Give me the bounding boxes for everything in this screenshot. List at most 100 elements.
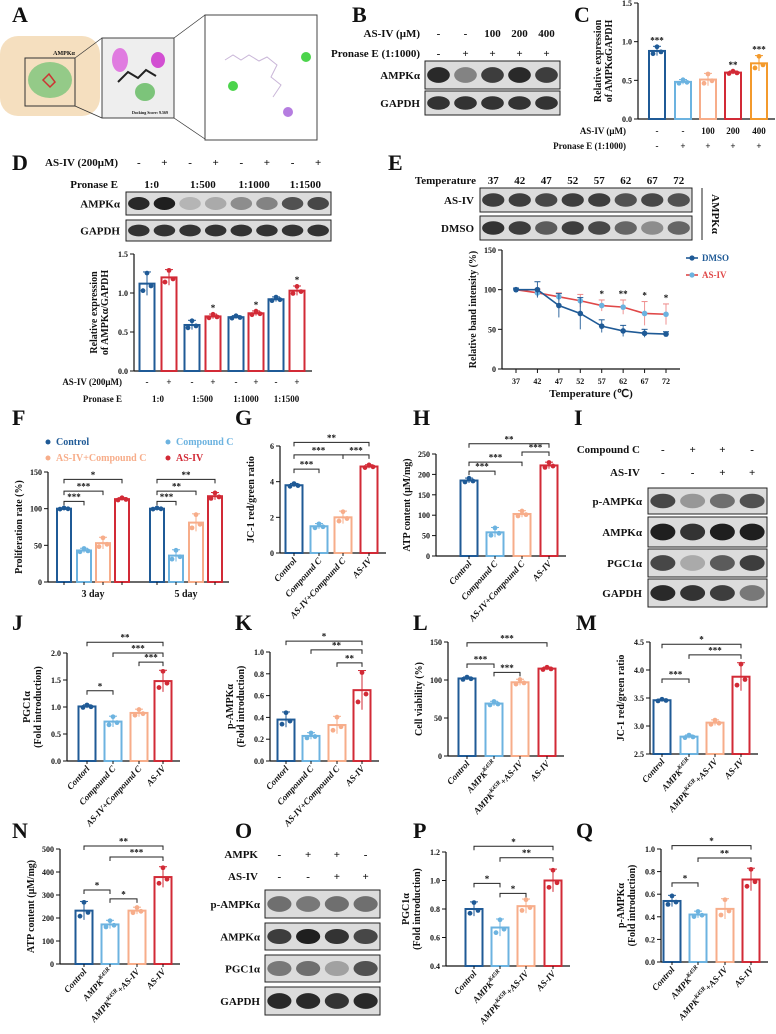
x-row-value: - [235, 377, 238, 387]
y-tick-label: 6 [270, 442, 274, 451]
y-tick-label: 4.0 [634, 666, 644, 675]
data-point [162, 279, 168, 285]
significance-bracket [109, 856, 164, 862]
x-tick-label: AS-IV [732, 964, 756, 990]
condition-value: + [213, 157, 219, 169]
y-axis-title: of AMPKα/GAPDH [100, 270, 111, 356]
condition-value: - [364, 849, 368, 861]
bar [484, 702, 504, 757]
y-axis-title: p-AMPKα [225, 684, 236, 729]
significance-bracket [63, 500, 85, 506]
condition-value: 200 [511, 28, 528, 40]
data-point [334, 714, 340, 720]
data-point [691, 914, 697, 919]
x-tick-label: 42 [533, 377, 541, 386]
x-tick-label-suffix: +AS-IV [703, 964, 730, 993]
bar [359, 465, 379, 554]
bar-chart-m: 2.53.03.54.04.5JC-1 red/green ratio *****… [616, 635, 758, 815]
data-point [214, 314, 220, 320]
data-point [527, 905, 533, 910]
x-group-label: 3 day [81, 589, 104, 600]
significance-bracket [468, 470, 496, 476]
panel-label-o: O [235, 818, 253, 843]
condition-value: 57 [594, 175, 606, 187]
y-tick-label: 0.6 [430, 934, 440, 943]
significance-bracket [83, 889, 111, 894]
data-point [279, 721, 285, 727]
significance-bracket [310, 649, 363, 654]
significance-label: * [511, 837, 516, 847]
blot-band [650, 523, 676, 541]
panel-label-q: Q [576, 818, 594, 843]
data-point [84, 702, 90, 708]
blot-band [739, 493, 765, 509]
data-point [752, 65, 758, 71]
condition-value: - [661, 467, 665, 479]
data-point [304, 735, 310, 741]
data-point [312, 734, 318, 739]
significance-label: * [295, 275, 300, 285]
data-point [676, 80, 682, 86]
x-tick-label-text: Control [445, 758, 472, 786]
blot-band [508, 193, 531, 207]
x-tick-label: AS-IV [350, 555, 374, 581]
blot-band [481, 67, 504, 83]
data-point [708, 721, 714, 727]
blot-row-label: AMPKα [80, 199, 121, 211]
significance-label: *** [500, 633, 514, 643]
blot-row-label: AMPKα [220, 932, 261, 944]
x-tick-label: 47 [555, 377, 563, 386]
significance-bracket [138, 661, 164, 667]
y-tick-label: 150 [418, 491, 430, 500]
blot-band [508, 221, 531, 235]
data-point [233, 313, 239, 319]
data-point [760, 62, 766, 68]
x-tick-label: Control [445, 758, 472, 786]
data-point [496, 530, 502, 536]
significance-label: *** [300, 460, 314, 470]
blot-band [267, 960, 292, 977]
data-point [290, 291, 296, 296]
x-tick-label-text: AS-IV [343, 763, 367, 789]
data-point [269, 298, 275, 304]
significance-label: * [121, 889, 126, 899]
y-tick-label: 400 [42, 868, 54, 877]
blot-band [128, 197, 150, 210]
x-tick-label: AS-IV [722, 756, 746, 782]
blot-band [680, 555, 706, 571]
x-tick-label: AS-IV [144, 966, 168, 992]
significance-label: * [91, 470, 96, 480]
blot-band [296, 928, 321, 945]
significance-label: *** [752, 45, 766, 55]
blot-band [267, 896, 292, 912]
data-point [598, 323, 605, 329]
significance-label: ** [522, 848, 532, 858]
western-blot-o: AMPK - + + - AS-IV - - + + p-AMPKα AMPKα PGC1α GAPDH [210, 849, 381, 1016]
blot-band [588, 193, 611, 207]
data-point [57, 506, 63, 512]
bar-chart-p: 0.4 0.6 0.8 1.0 1.2 PGC1α (Fold introduction) *… [401, 837, 570, 1027]
data-point [166, 267, 172, 273]
blot-row-label: GAPDH [380, 98, 420, 110]
blot-band [739, 555, 765, 571]
bar [537, 667, 557, 757]
condition-value: - [137, 157, 141, 169]
condition-value: - [278, 849, 282, 861]
blot-band [709, 493, 735, 509]
data-point [684, 79, 690, 85]
data-point [140, 711, 146, 717]
bar [56, 507, 72, 583]
blot-band [482, 221, 505, 235]
x-row-label: AS-IV (200μM) [62, 377, 122, 387]
significance-bracket [83, 845, 164, 851]
y-tick-label: 0 [38, 578, 42, 587]
significance-bracket [688, 654, 742, 659]
significance-bracket [86, 690, 114, 695]
blot-band [454, 96, 477, 110]
significance-label: ** [119, 837, 129, 847]
legend-marker [689, 255, 695, 261]
x-tick-label-superscript: K45R [685, 965, 700, 980]
blot-band [204, 224, 227, 237]
y-tick-label: 300 [42, 891, 54, 900]
bar [284, 484, 304, 555]
